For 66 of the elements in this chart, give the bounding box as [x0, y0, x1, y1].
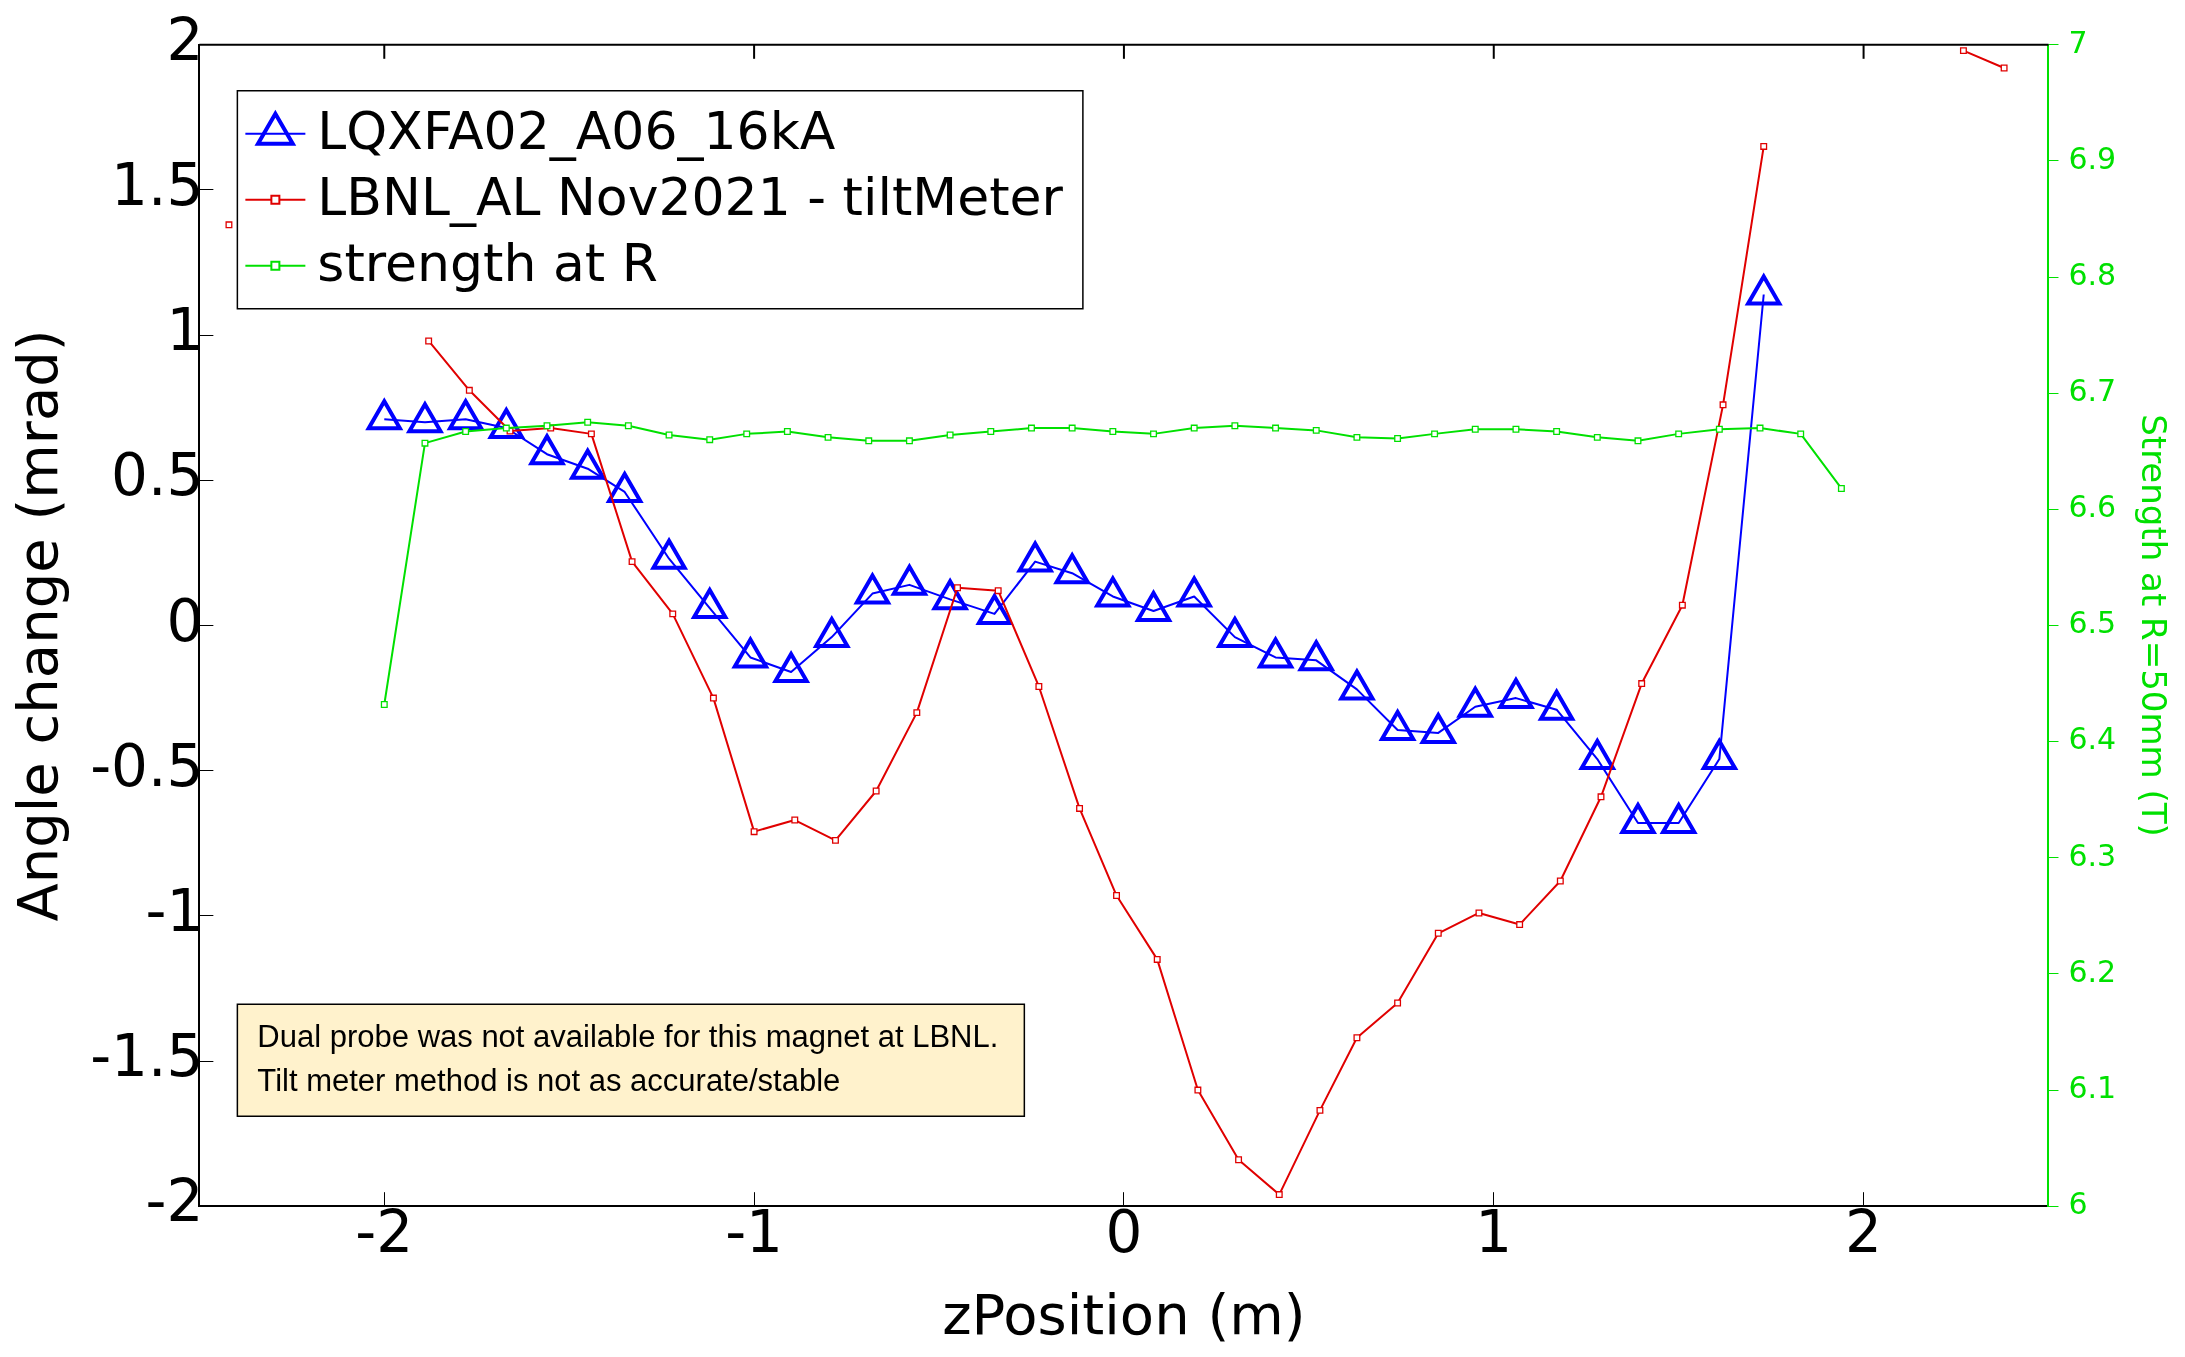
legend-label: LBNL_AL Nov2021 - tiltMeter [317, 167, 1064, 228]
point [1272, 424, 1280, 432]
point [1512, 425, 1520, 433]
x-tick-label: 0 [1105, 1198, 1143, 1267]
point [380, 701, 388, 708]
point [1471, 425, 1479, 433]
point [865, 437, 873, 445]
point [824, 433, 832, 441]
y-tick-label: -1 [145, 876, 204, 945]
legend-label: strength at R [317, 233, 658, 294]
y-axis-title: Angle change (mrad) [5, 329, 71, 922]
point [1675, 430, 1683, 438]
point [1394, 435, 1402, 442]
point [1431, 430, 1439, 438]
x-tick-label: -2 [355, 1198, 414, 1267]
x-tick-label: 2 [1845, 1198, 1883, 1267]
y2-tick-label: 7 [2068, 24, 2088, 60]
point [1837, 484, 1845, 492]
x-tick-label: -1 [725, 1198, 784, 1267]
point [584, 418, 592, 426]
x-axis-title: zPosition (m) [942, 1281, 1306, 1347]
point [1353, 433, 1361, 441]
point [1068, 424, 1076, 432]
point [502, 424, 510, 432]
point [1312, 426, 1320, 434]
y2-tick-label: 6.8 [2068, 256, 2117, 292]
point [1231, 422, 1239, 430]
y2-tick-label: 6.2 [2068, 953, 2117, 989]
x-tick-label: 1 [1475, 1198, 1513, 1267]
y2-tick-label: 6.9 [2068, 140, 2117, 176]
point [743, 430, 751, 438]
y-tick-label: 1.5 [111, 151, 204, 220]
point [1756, 424, 1764, 432]
point [421, 439, 429, 447]
y2-tick-label: 6.3 [2068, 837, 2117, 873]
legend-label: LQXFA02_A06_16kA [317, 101, 836, 162]
point [1715, 425, 1723, 433]
y2-axis-title: Strength at R=50mm (T) [2133, 414, 2174, 837]
point [1150, 430, 1157, 438]
y2-tick-label: 6.6 [2068, 489, 2117, 525]
y-tick-label: 0 [166, 586, 204, 655]
y2-tick-label: 6.1 [2068, 1069, 2117, 1105]
point [1027, 424, 1035, 432]
y-tick-label: 2 [166, 5, 204, 74]
y-tick-label: -1.5 [90, 1022, 204, 1091]
point [783, 428, 791, 436]
point [905, 437, 913, 445]
point [1190, 424, 1198, 432]
y2-tick-label: 6 [2068, 1186, 2088, 1221]
point [706, 436, 714, 444]
y2-tick-label: 6.7 [2068, 373, 2117, 409]
point [1593, 433, 1601, 441]
point [1553, 428, 1561, 436]
point [1797, 430, 1805, 438]
point [946, 431, 954, 439]
point [665, 431, 673, 439]
point [987, 428, 995, 436]
annotation: Dual probe was not available for this magnet at LBNL. Tilt meter method is not as accurate/stable [257, 1018, 999, 1098]
y2-tick-label: 6.4 [2068, 721, 2117, 757]
y-tick-label: 1 [166, 296, 204, 365]
point [1109, 428, 1117, 436]
point [462, 428, 470, 436]
y-tick-label: -0.5 [90, 731, 204, 800]
y-tick-label: 0.5 [111, 441, 204, 510]
y2-tick-label: 6.5 [2068, 605, 2117, 641]
point [624, 422, 632, 430]
